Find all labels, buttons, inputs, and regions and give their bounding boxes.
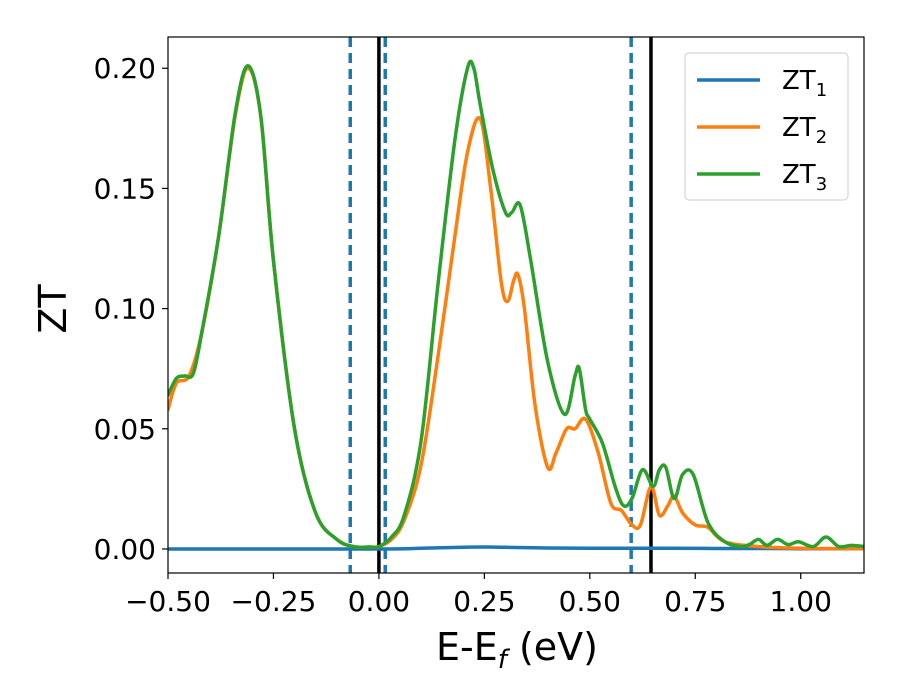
reference-lines (348, 37, 653, 573)
plot-frame (167, 36, 865, 574)
x-axis-label-main: E-E (436, 625, 498, 669)
legend-label-zt3: ZT3 (782, 160, 827, 195)
series-lines (168, 59, 864, 551)
x-tick-label: 0.75 (664, 585, 726, 618)
y-tick-label: 0.00 (94, 533, 156, 566)
x-tick-label: 0.50 (559, 585, 621, 618)
series-line-zt1 (168, 545, 864, 551)
legend-label-zt2: ZT2 (782, 113, 827, 148)
x-axis-label: E-Ef (eV) (436, 625, 598, 675)
legend: ZT1 ZT2 ZT3 (684, 52, 849, 201)
x-tick-label: 0.00 (348, 585, 410, 618)
x-tick-label: 0.25 (453, 585, 515, 618)
legend-box (684, 52, 849, 201)
y-tick-label: 0.15 (94, 172, 156, 205)
x-axis-ticks: −0.50 −0.25 0.00 0.25 0.50 0.75 1.00 (125, 573, 832, 618)
y-tick-label: 0.10 (94, 293, 156, 326)
y-tick-label: 0.20 (94, 52, 156, 85)
x-tick-label: −0.25 (231, 585, 317, 618)
y-axis-ticks: 0.00 0.05 0.10 0.15 0.20 (94, 52, 168, 566)
legend-label-zt1: ZT1 (782, 66, 827, 101)
y-axis-label: ZT (31, 284, 75, 334)
x-axis-label-suffix: (eV) (507, 625, 598, 669)
x-tick-label: −0.50 (125, 585, 211, 618)
x-tick-label: 1.00 (770, 585, 832, 618)
y-tick-label: 0.05 (94, 413, 156, 446)
series-line-zt3 (168, 59, 864, 550)
